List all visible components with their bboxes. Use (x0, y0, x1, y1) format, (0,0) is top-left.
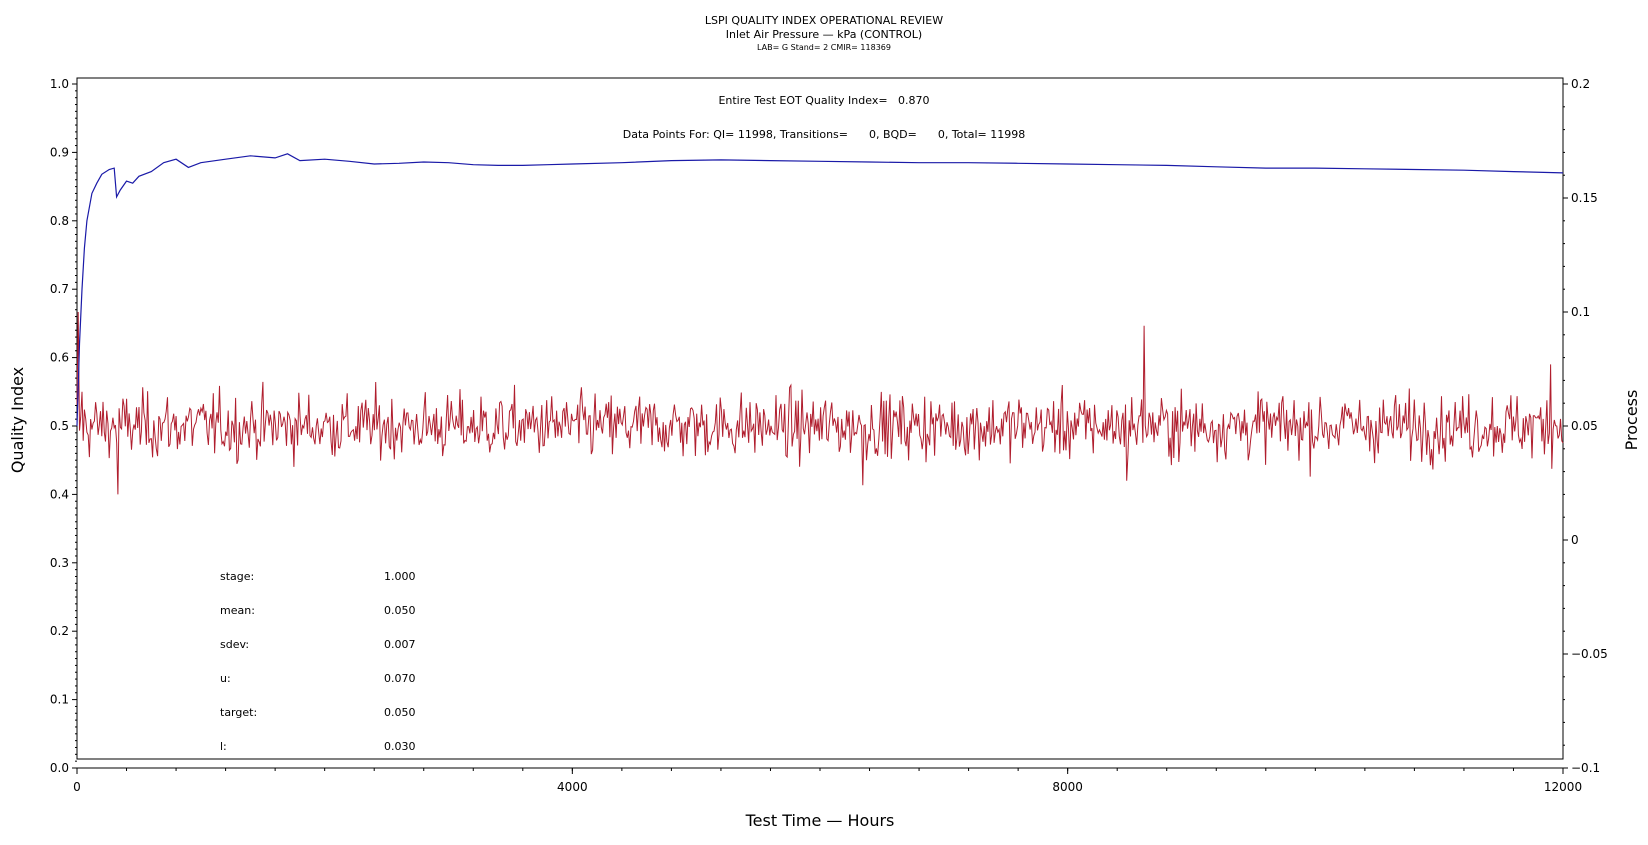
stat-label: u: (220, 672, 231, 685)
y-left-tick-label: 0.7 (50, 282, 69, 296)
y-left-tick-label: 0.8 (50, 214, 69, 228)
series-layer (76, 153, 1564, 495)
y-left-tick-label: 0.4 (50, 487, 69, 501)
stat-label: target: (220, 706, 257, 719)
y-left-tick-label: 0.9 (50, 145, 69, 159)
y-left-tick-label: 0.6 (50, 351, 69, 365)
stats-block: stage: 1.000 mean: 0.050 sdev: 0.007 u: 0.070 ta… (220, 570, 416, 753)
quality-index-text: Entire Test EOT Quality Index= 0.870 (718, 94, 929, 107)
y-left-tick-label: 1.0 (50, 77, 69, 91)
y-right-tick-label: 0 (1571, 533, 1579, 547)
chart-title: LSPI QUALITY INDEX OPERATIONAL REVIEW (705, 14, 943, 27)
left-axis: 0.0 0.1 0.2 0.3 0.4 0.5 0.6 0.7 0.8 0.9 1.0 (50, 77, 77, 775)
process-series-line (76, 311, 1564, 495)
y-axis-right-label: Process (1622, 390, 1641, 451)
stat-value: 0.007 (384, 638, 416, 651)
x-tick-label: 12000 (1544, 780, 1582, 794)
stat-value: 0.030 (384, 740, 416, 753)
stat-value: 0.050 (384, 604, 416, 617)
lab-line: LAB= G Stand= 2 CMIR= 118369 (757, 43, 891, 52)
y-axis-left-label: Quality Index (8, 367, 27, 473)
stat-value: 0.050 (384, 706, 416, 719)
x-axis-label: Test Time — Hours (745, 811, 895, 830)
y-left-tick-label: 0.3 (50, 556, 69, 570)
y-left-tick-label: 0.1 (50, 693, 69, 707)
right-axis: −0.1 −0.05 0 0.05 0.1 0.15 0.2 (1563, 77, 1608, 775)
y-left-tick-label: 0.5 (50, 419, 69, 433)
data-points-text: Data Points For: QI= 11998, Transitions=… (623, 128, 1025, 141)
stat-label: mean: (220, 604, 255, 617)
x-tick-label: 4000 (557, 780, 588, 794)
y-right-tick-label: 0.05 (1571, 419, 1598, 433)
x-axis: 0 4000 8000 12000 (73, 767, 1582, 794)
y-right-tick-label: 0.1 (1571, 305, 1590, 319)
chart-subtitle: Inlet Air Pressure — kPa (CONTROL) (726, 28, 922, 41)
stat-value: 1.000 (384, 570, 416, 583)
y-right-tick-label: 0.2 (1571, 77, 1590, 91)
x-tick-label: 8000 (1052, 780, 1083, 794)
y-right-tick-label: 0.15 (1571, 191, 1598, 205)
y-right-tick-label: −0.1 (1571, 761, 1600, 775)
y-left-tick-label: 0.2 (50, 624, 69, 638)
stat-label: stage: (220, 570, 254, 583)
stat-label: l: (220, 740, 227, 753)
x-tick-label: 0 (73, 780, 81, 794)
quality-index-line (76, 153, 1564, 427)
y-left-tick-label: 0.0 (50, 761, 69, 775)
y-right-tick-label: −0.05 (1571, 647, 1608, 661)
stat-label: sdev: (220, 638, 249, 651)
stat-value: 0.070 (384, 672, 416, 685)
